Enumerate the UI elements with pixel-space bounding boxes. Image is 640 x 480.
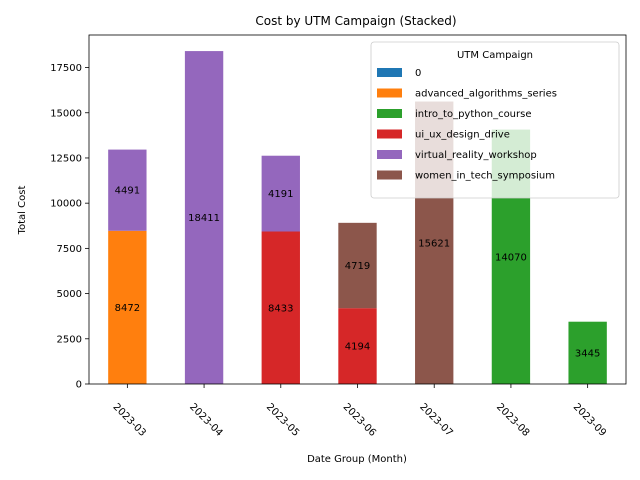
bar-2023-09-intro_to_python_course — [568, 321, 607, 384]
legend-swatch — [377, 88, 402, 98]
y-tick-label: 2500 — [57, 334, 82, 345]
y-tick-label: 17500 — [50, 63, 82, 74]
legend-label: women_in_tech_symposium — [415, 171, 555, 182]
data-label: 3445 — [575, 348, 600, 359]
legend-item[interactable]: advanced_algorithms_series — [377, 88, 557, 100]
legend-label: 0 — [415, 68, 421, 79]
x-axis-label: Date Group (Month) — [307, 454, 407, 465]
legend-frame — [370, 41, 620, 199]
legend-swatch — [377, 109, 402, 118]
chart-title: Cost by UTM Campaign (Stacked) — [255, 14, 456, 28]
legend-title: UTM Campaign — [457, 50, 533, 61]
data-label: 4719 — [345, 261, 370, 272]
legend-item[interactable]: intro_to_python_course — [377, 109, 532, 120]
legend-items: 0 advanced_algorithms_series intro_to_pyth… — [377, 68, 557, 182]
legend-label: virtual_reality_workshop — [415, 150, 537, 161]
x-tick-label: 2023-07 — [417, 402, 454, 439]
legend-label: advanced_algorithms_series — [415, 89, 557, 100]
legend-swatch — [377, 129, 402, 139]
data-label: 15621 — [418, 238, 450, 249]
x-tick-label: 2023-04 — [187, 402, 224, 439]
x-tick-label: 2023-09 — [571, 402, 608, 439]
y-tick-label: 10000 — [50, 199, 82, 210]
legend[interactable]: UTM Campaign 0 advanced_algorithms_series… — [370, 41, 620, 199]
bar-2023-06-women_in_tech_symposium — [338, 222, 377, 309]
legend-item[interactable]: women_in_tech_symposium — [377, 170, 555, 182]
legend-label: ui_ux_design_drive — [415, 130, 510, 141]
legend-item[interactable]: virtual_reality_workshop — [377, 150, 537, 161]
bar-2023-06-ui_ux_design_drive — [338, 308, 377, 384]
data-labels-layer: 8472 4491 18411 8433 4191 4194 4719 15621 14070 3… — [115, 186, 601, 360]
data-label: 4491 — [115, 186, 140, 197]
y-tick-label: 7500 — [57, 244, 82, 255]
legend-label: intro_to_python_course — [415, 109, 532, 120]
y-axis-label: Total Cost — [17, 186, 28, 236]
bar-2023-04-virtual_reality_workshop — [184, 51, 224, 385]
data-label: 4191 — [268, 189, 293, 200]
data-label: 4194 — [345, 342, 370, 353]
y-tick-label: 5000 — [57, 289, 82, 300]
bar-2023-05-ui_ux_design_drive — [261, 231, 300, 384]
data-label: 8433 — [268, 303, 293, 314]
bar-2023-05-virtual_reality_workshop — [261, 155, 300, 232]
x-tick-label: 2023-08 — [494, 402, 531, 439]
y-tick-label: 0 — [76, 380, 82, 391]
legend-swatch — [377, 150, 402, 159]
x-axis: 2023-03 2023-04 2023-05 2023-06 2023-07 2023-… — [110, 384, 608, 439]
y-axis: 0 2500 5000 7500 10000 12500 15000 17500 — [50, 63, 89, 391]
y-tick-label: 15000 — [50, 108, 82, 119]
legend-item[interactable]: 0 — [377, 68, 421, 79]
legend-swatch — [377, 170, 402, 180]
legend-item[interactable]: ui_ux_design_drive — [377, 129, 510, 141]
plot-frame — [88, 34, 627, 385]
x-tick-label: 2023-03 — [110, 402, 147, 439]
x-tick-label: 2023-06 — [341, 402, 378, 439]
legend-swatch — [377, 68, 402, 77]
bar-2023-03-advanced_algorithms_series — [108, 230, 147, 384]
data-label: 8472 — [115, 303, 140, 314]
data-label: 14070 — [495, 252, 527, 263]
y-tick-label: 12500 — [50, 153, 82, 164]
bar-2023-03-virtual_reality_workshop — [108, 149, 147, 231]
data-label: 18411 — [188, 213, 220, 224]
x-tick-label: 2023-05 — [264, 402, 301, 439]
